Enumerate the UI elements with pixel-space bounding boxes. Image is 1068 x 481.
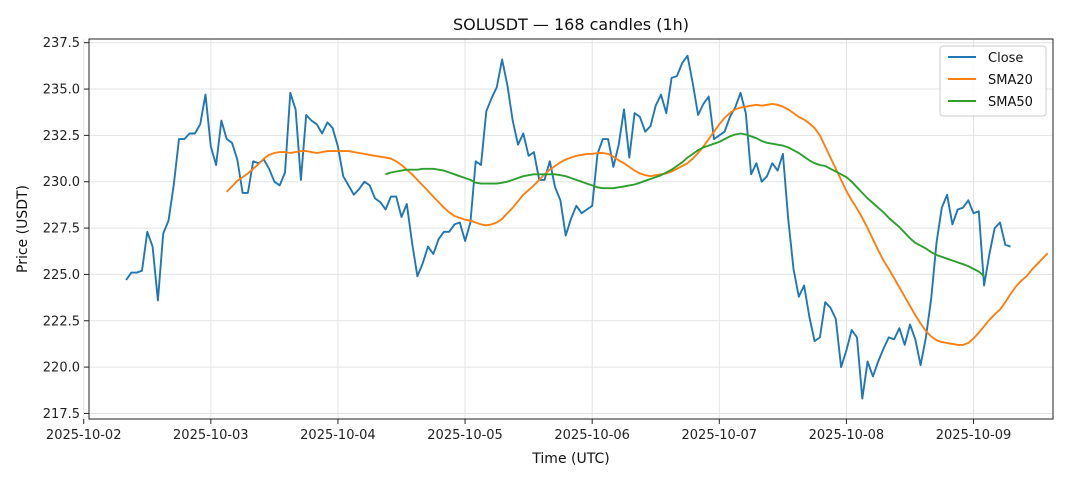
legend-label-sma50: SMA50 (988, 95, 1033, 110)
series-line-sma20 (226, 102, 1049, 346)
x-tick-label: 2025-10-02 (46, 428, 122, 443)
y-tick-label: 232.5 (43, 129, 80, 144)
grid (83, 39, 1053, 419)
legend: Close SMA20 SMA50 (939, 45, 1047, 117)
series-layer (125, 54, 1049, 400)
y-tick-label: 222.5 (43, 314, 80, 329)
y-tick-label: 220.0 (43, 361, 80, 376)
y-axis-title: Price (USDT) (15, 185, 31, 273)
series-line-sma50 (385, 132, 985, 278)
legend-label-close: Close (988, 51, 1023, 66)
x-axis-title: Time (UTC) (531, 451, 609, 467)
y-axis: 217.5 220.0 222.5 225.0 227.5 230.0 232.5 235.0… (43, 36, 89, 422)
plot-frame (88, 38, 1054, 420)
x-tick-label: 2025-10-06 (554, 428, 630, 443)
x-tick-label: 2025-10-04 (300, 428, 376, 443)
series-line-close (125, 54, 1011, 400)
y-tick-label: 235.0 (43, 83, 80, 98)
x-tick-label: 2025-10-07 (682, 428, 758, 443)
x-tick-label: 2025-10-05 (427, 428, 503, 443)
x-tick-label: 2025-10-09 (936, 428, 1012, 443)
y-tick-label: 227.5 (43, 222, 80, 237)
y-tick-label: 225.0 (43, 268, 80, 283)
y-tick-label: 237.5 (43, 36, 80, 51)
x-tick-label: 2025-10-08 (809, 428, 885, 443)
chart-title: SOLUSDT — 168 candles (1h) (453, 15, 689, 34)
x-tick-label: 2025-10-03 (173, 428, 249, 443)
y-tick-label: 217.5 (43, 407, 80, 422)
x-axis: 2025-10-02 2025-10-03 2025-10-04 2025-10-05… (46, 419, 1011, 443)
y-tick-label: 230.0 (43, 175, 80, 190)
legend-box (939, 45, 1047, 117)
legend-label-sma20: SMA20 (988, 73, 1033, 88)
